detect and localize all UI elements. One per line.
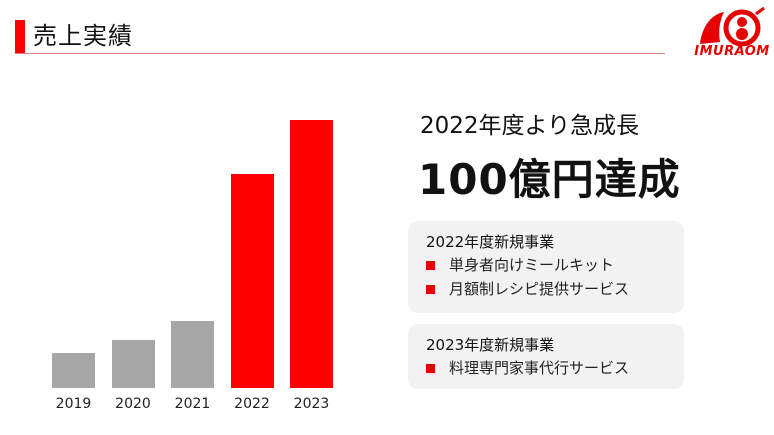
item-label: 月額制レシピ提供サービス (449, 280, 630, 298)
bar-2019 (52, 353, 95, 388)
achievement-text: 100億円達成 (418, 155, 681, 204)
bullet-square-icon (426, 260, 435, 270)
card-heading: 2023年度新規事業 (426, 336, 555, 354)
x-tick-label: 2023 (293, 396, 330, 412)
logo-text: IMURAOM (694, 44, 770, 59)
sales-bar-chart: 2019 2020 2021 2022 2023 (0, 0, 380, 435)
new-business-2022-card: 2022年度新規事業 単身者向けミールキット 月額制レシピ提供サービス (408, 221, 684, 313)
bar-2022 (230, 173, 274, 388)
item-label: 単身者向けミールキット (449, 256, 615, 274)
x-tick-label: 2021 (174, 396, 211, 412)
list-item: 単身者向けミールキット (426, 253, 666, 277)
bullet-square-icon (426, 363, 435, 373)
bar-2020 (111, 339, 155, 388)
growth-headline: 2022年度より急成長 (420, 113, 640, 139)
x-tick-label: 2022 (234, 396, 270, 412)
bar-2023 (290, 120, 333, 388)
title-underline (15, 53, 665, 54)
title-accent-bar (15, 20, 25, 53)
list-item: 料理専門家事代行サービス (426, 356, 666, 380)
card-heading: 2022年度新規事業 (426, 233, 555, 251)
x-tick-label: 2019 (55, 396, 92, 412)
logo-icon (700, 6, 765, 47)
x-tick-label: 2020 (115, 396, 151, 412)
item-label: 料理専門家事代行サービス (449, 359, 630, 377)
page-title: 売上実績 (33, 22, 133, 50)
bullet-square-icon (426, 284, 435, 294)
bar-2021 (171, 321, 214, 388)
new-business-2023-card: 2023年度新規事業 料理専門家事代行サービス (408, 324, 684, 389)
list-item: 月額制レシピ提供サービス (426, 277, 666, 301)
